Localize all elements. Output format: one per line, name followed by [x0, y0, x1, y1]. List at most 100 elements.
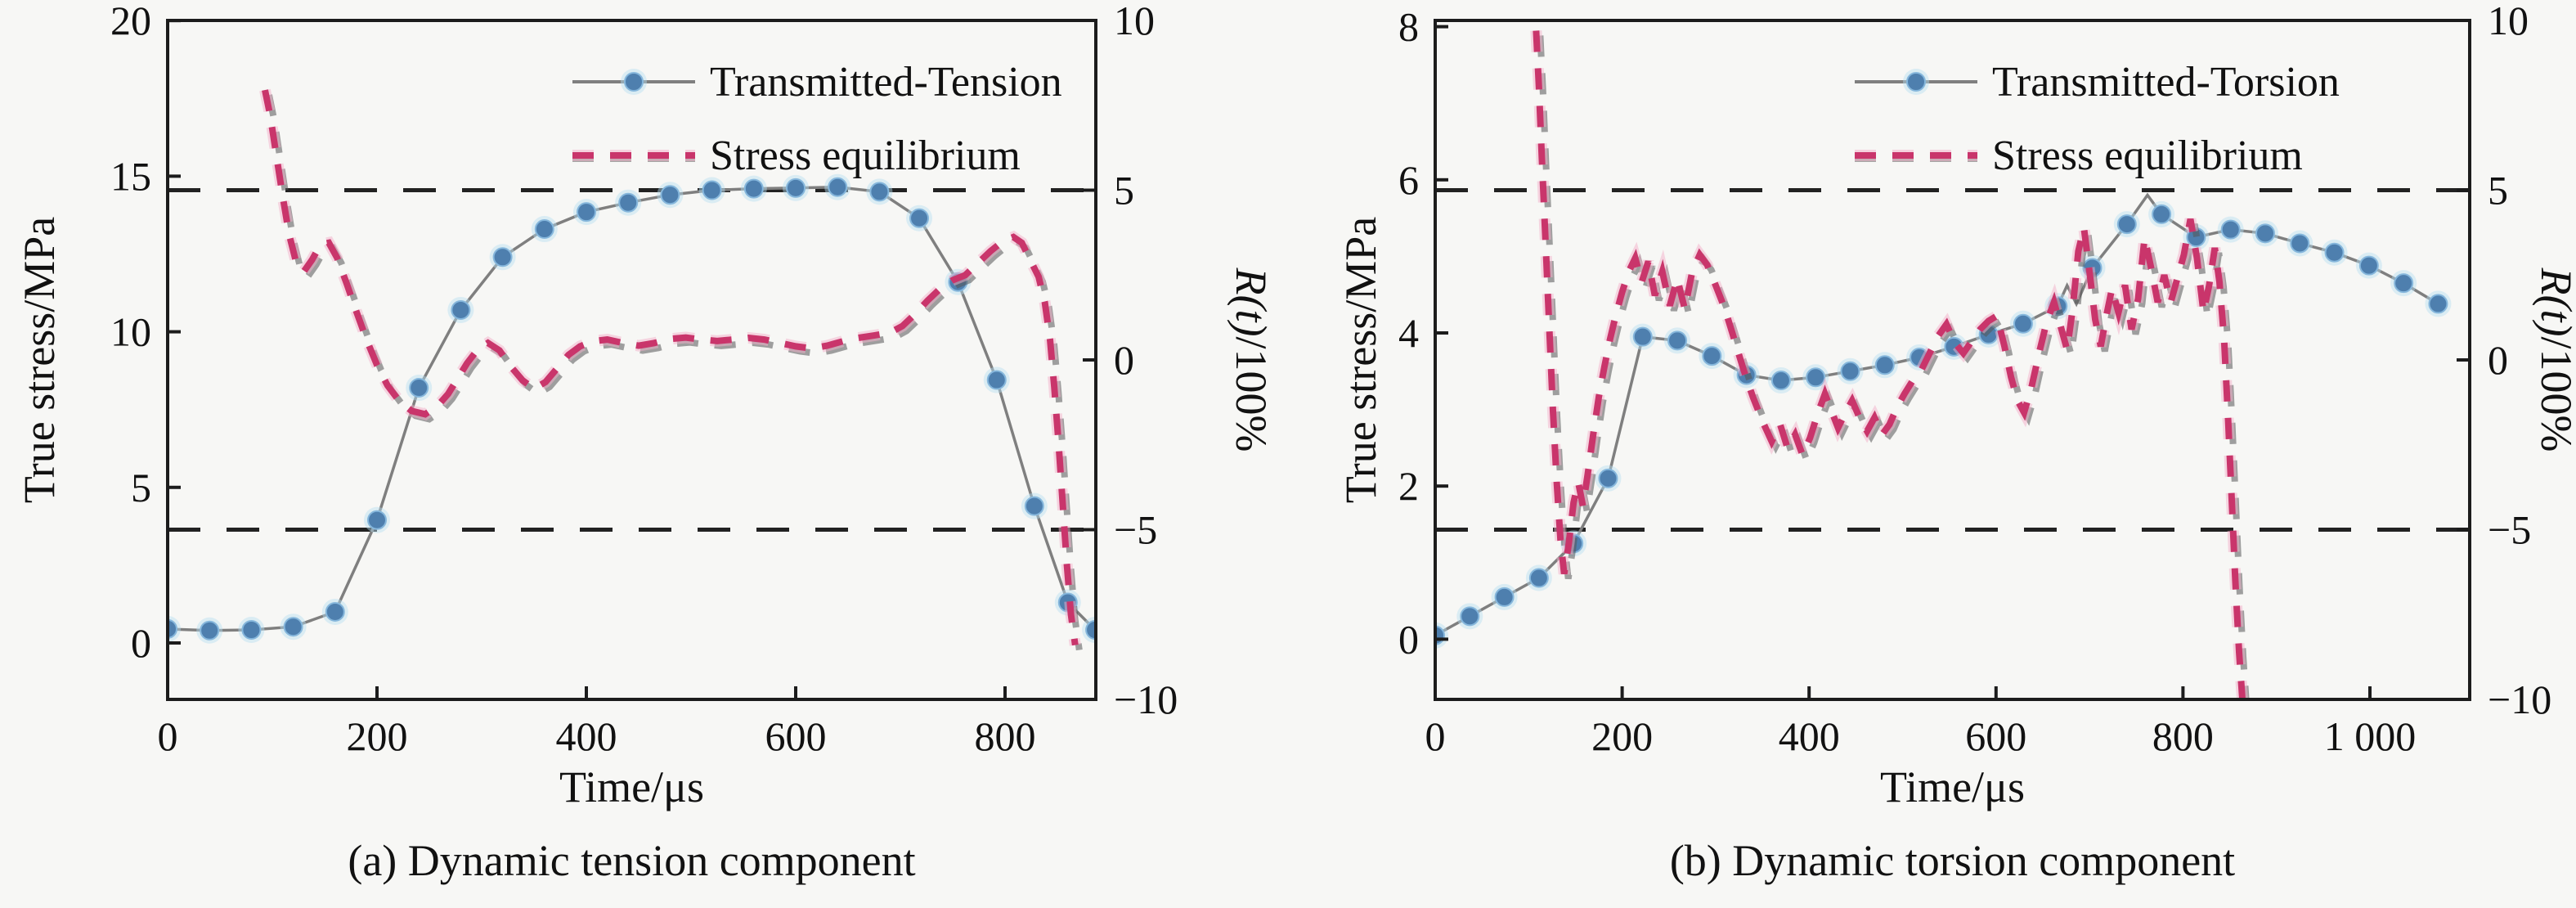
data-marker	[2152, 204, 2172, 224]
plot-data-area	[1437, 30, 2468, 698]
x-tick-label: 400	[556, 713, 617, 759]
y-right-tick-label: 0	[2488, 337, 2508, 383]
y-left-tick-label: 6	[1398, 157, 1419, 203]
data-marker	[2255, 223, 2275, 244]
x-axis-label: Time/μs	[1880, 762, 2025, 811]
y-axis-label-right: R(t)/100%	[2532, 267, 2576, 452]
plot-caption: (b) Dynamic torsion component	[1670, 836, 2235, 885]
legend-item-label: Transmitted-Tension	[710, 59, 1062, 106]
legend-marker	[624, 72, 644, 92]
data-marker	[743, 178, 764, 199]
y-left-tick-label: 0	[131, 620, 151, 666]
legend-marker	[1906, 72, 1926, 92]
x-tick-label: 0	[158, 713, 178, 759]
x-tick-label: 200	[347, 713, 408, 759]
stress-equilibrium-line	[1533, 30, 2246, 698]
y-axis-label-left: True stress/MPa	[1336, 217, 1385, 504]
data-marker	[451, 299, 471, 320]
y-left-tick-label: 0	[1398, 616, 1419, 662]
plot-data-area	[169, 88, 1094, 651]
y-axis-label-left: True stress/MPa	[15, 217, 64, 504]
data-marker	[1085, 620, 1094, 640]
data-marker	[1528, 568, 1549, 588]
data-marker	[986, 370, 1007, 390]
y-left-tick-label: 2	[1398, 463, 1419, 509]
data-marker	[2116, 214, 2137, 235]
x-tick-label: 800	[975, 713, 1036, 759]
y-left-tick-label: 20	[110, 0, 151, 43]
y-right-tick-label: 10	[2488, 0, 2529, 43]
x-tick-label: 600	[1965, 713, 2026, 759]
data-marker	[1460, 606, 1480, 627]
x-axis-label: Time/μs	[559, 762, 704, 811]
data-marker	[2324, 242, 2345, 263]
y-left-tick-label: 4	[1398, 310, 1419, 356]
data-marker	[283, 617, 303, 637]
legend-item: Stress equilibrium	[1855, 133, 2303, 179]
x-tick-label: 0	[1425, 713, 1446, 759]
data-marker	[1632, 326, 1653, 347]
y-left-tick-label: 8	[1398, 4, 1419, 50]
data-marker	[2358, 255, 2379, 276]
data-marker	[2013, 313, 2033, 334]
data-marker	[241, 620, 262, 641]
data-marker	[200, 620, 220, 641]
x-tick-label: 600	[765, 713, 827, 759]
data-marker	[409, 378, 429, 398]
y-right-tick-label: 0	[1114, 337, 1134, 383]
legend-item: Stress equilibrium	[572, 133, 1021, 179]
data-marker	[660, 185, 680, 205]
y-right-tick-label: −5	[2488, 507, 2531, 553]
y-right-tick-label: 5	[2488, 168, 2508, 214]
y-right-tick-label: 10	[1114, 0, 1155, 43]
legend-item-label: Stress equilibrium	[1992, 133, 2303, 179]
data-marker	[828, 177, 848, 197]
legend-item-label: Stress equilibrium	[710, 133, 1021, 179]
y-left-tick-label: 10	[110, 309, 151, 355]
y-right-tick-label: −10	[2488, 677, 2551, 722]
data-marker	[325, 601, 345, 622]
data-marker	[1770, 371, 1791, 391]
y-axis-label-right: R(t)/100%	[1227, 267, 1276, 452]
y-right-tick-label: 5	[1114, 168, 1134, 214]
data-marker	[1598, 468, 1618, 488]
stress-equilibrium-line	[262, 89, 1079, 646]
data-marker	[492, 247, 513, 267]
y-left-tick-label: 15	[110, 153, 151, 199]
data-marker	[618, 192, 639, 213]
data-marker	[1667, 330, 1688, 351]
data-marker	[1874, 355, 1895, 375]
data-marker	[1024, 496, 1044, 516]
x-tick-label: 800	[2152, 713, 2214, 759]
y-right-tick-label: −5	[1114, 507, 1157, 553]
plot-b: 0 200 400 600 800 1 000 0 2 4 6 8 10 5 0 −5 −10 True str…	[1336, 0, 2576, 885]
data-marker	[1806, 367, 1826, 388]
data-marker	[702, 180, 722, 200]
x-tick-label: 1 000	[2324, 713, 2417, 759]
data-marker	[1702, 346, 1722, 366]
plot-caption: (a) Dynamic tension component	[348, 836, 915, 885]
data-marker	[786, 178, 806, 198]
data-marker	[534, 219, 554, 240]
legend-item-label: Transmitted-Torsion	[1992, 59, 2340, 106]
legend-item: Transmitted-Torsion	[1855, 59, 2340, 106]
data-marker	[909, 208, 930, 228]
data-marker	[577, 202, 596, 223]
data-marker	[1494, 587, 1515, 607]
y-right-tick-label: −10	[1114, 677, 1178, 722]
x-tick-label: 400	[1779, 713, 1840, 759]
data-marker	[869, 182, 890, 202]
data-marker	[2290, 233, 2310, 254]
y-left-tick-label: 5	[131, 465, 151, 510]
plot-a: 0 200 400 600 800 0 5 10 15 20 10 5 0 −5 −10 True stres…	[15, 0, 1276, 885]
x-tick-label: 200	[1591, 713, 1653, 759]
legend-item: Transmitted-Tension	[572, 59, 1062, 106]
data-marker	[1840, 361, 1860, 381]
data-marker	[169, 619, 177, 639]
data-marker	[2428, 294, 2448, 314]
data-marker	[2394, 273, 2414, 294]
data-marker	[2220, 219, 2241, 240]
